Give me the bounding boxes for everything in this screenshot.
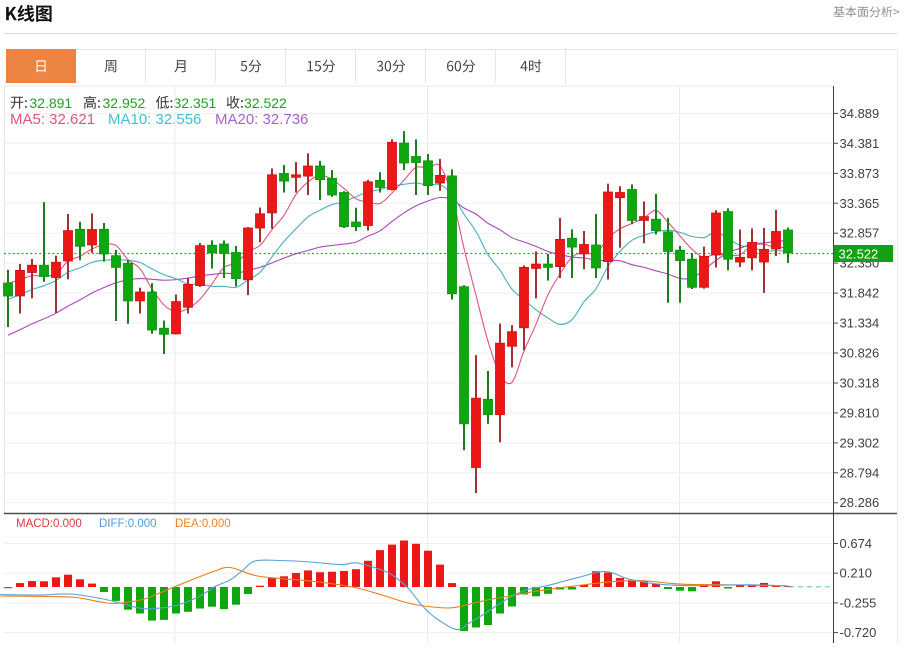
- svg-text:33.365: 33.365: [840, 196, 880, 211]
- svg-text:29.810: 29.810: [840, 405, 880, 420]
- svg-text:30.826: 30.826: [840, 346, 880, 361]
- svg-text:-0.255: -0.255: [840, 595, 877, 610]
- svg-text:30.318: 30.318: [840, 376, 880, 391]
- svg-text:28.794: 28.794: [840, 465, 880, 480]
- svg-text:28.286: 28.286: [840, 495, 880, 510]
- svg-text:32.857: 32.857: [840, 226, 880, 241]
- svg-text:31.334: 31.334: [840, 316, 880, 331]
- svg-text:0.210: 0.210: [840, 566, 873, 581]
- svg-text:29.302: 29.302: [840, 435, 880, 450]
- svg-text:34.381: 34.381: [840, 136, 880, 151]
- svg-text:32.522: 32.522: [839, 247, 879, 262]
- svg-text:-0.720: -0.720: [840, 625, 877, 640]
- svg-text:34.889: 34.889: [840, 106, 880, 121]
- svg-text:0.674: 0.674: [840, 536, 873, 551]
- svg-text:31.842: 31.842: [840, 286, 880, 301]
- svg-text:33.873: 33.873: [840, 166, 880, 181]
